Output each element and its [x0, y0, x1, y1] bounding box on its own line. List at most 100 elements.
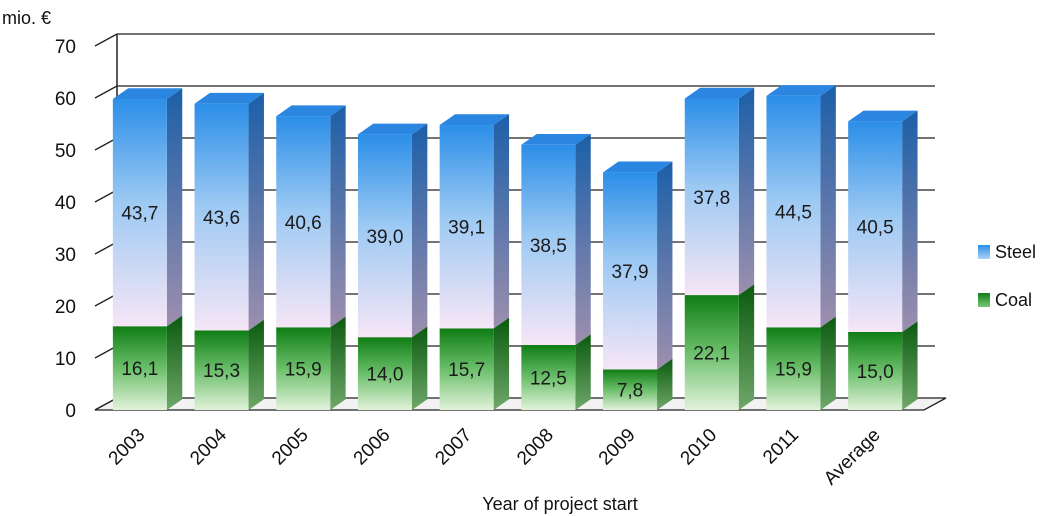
bar-top	[684, 87, 755, 99]
bar-coal	[521, 345, 576, 410]
x-tick-label: 2010	[677, 425, 722, 470]
bar-coal-value-label: 14,0	[366, 365, 403, 386]
y-axis-ticks: 0 10 20 30 40 50 60 70	[55, 37, 76, 422]
bar-coal-side	[330, 316, 346, 410]
x-tick-label: 2005	[268, 425, 313, 470]
bar-coal-side	[738, 284, 755, 410]
bar-steel-side	[166, 88, 183, 327]
bar-coal-side	[166, 315, 183, 410]
bar-steel	[684, 98, 739, 296]
bar-steel-value-label: 39,0	[366, 227, 403, 248]
legend: Steel Coal	[978, 242, 1036, 310]
bar-group: 12,5 38,5	[521, 134, 591, 410]
bar-steel-value-label: 38,5	[530, 236, 567, 257]
bar-steel	[603, 172, 658, 370]
bar-steel-value-label: 43,7	[121, 204, 158, 225]
bar-top	[766, 85, 836, 96]
bar-group: 15,9 44,5	[766, 85, 836, 410]
y-tick-label: 50	[55, 141, 76, 162]
bar-coal-value-label: 16,1	[121, 359, 158, 380]
bar-steel-value-label: 40,5	[857, 218, 894, 239]
bar-steel-value-label: 37,9	[612, 262, 649, 283]
bar-steel	[194, 103, 249, 331]
bar-coal-value-label: 15,3	[203, 361, 240, 382]
bar-steel	[439, 125, 494, 329]
bar-steel-value-label: 43,6	[203, 208, 240, 229]
bar-top	[603, 161, 673, 173]
bar-coal-side	[657, 358, 673, 410]
legend-swatch	[978, 245, 990, 259]
bar-top	[357, 123, 428, 135]
bars: 16,1 43,7 15,3 43,6 15,9 40,6 14,0 39,0 15,7 39,1…	[112, 85, 918, 410]
legend-swatch	[978, 293, 990, 307]
bar-steel-side	[738, 87, 755, 296]
bar-coal-value-label: 12,5	[530, 369, 567, 390]
bar-coal	[603, 369, 658, 410]
x-tick-label: 2007	[431, 425, 476, 470]
bar-top	[439, 114, 510, 126]
bar-steel	[276, 116, 331, 328]
x-axis-ticks: 2003 2004 2005 2006 2007 2008 2009 2010 2011 Aver…	[105, 424, 885, 489]
bar-steel-side	[657, 161, 673, 370]
bar-coal-value-label: 15,9	[775, 360, 812, 381]
bar-coal-value-label: 15,7	[448, 360, 485, 381]
x-axis-title: Year of project start	[482, 494, 637, 514]
bar-coal	[766, 327, 821, 410]
bar-steel-side	[411, 123, 428, 338]
bar-group: 15,7 39,1	[439, 114, 510, 410]
bar-coal-side	[411, 326, 428, 410]
legend-label: Coal	[995, 290, 1032, 310]
bar-top	[521, 134, 591, 145]
bar-coal-side	[248, 319, 264, 410]
bar-coal	[684, 295, 739, 410]
bar-coal-side	[575, 334, 591, 410]
y-tick-label: 30	[55, 245, 76, 266]
bar-group: 16,1 43,7	[112, 88, 183, 410]
bar-steel-value-label: 44,5	[775, 203, 812, 224]
bar-top	[276, 105, 346, 117]
y-tick-label: 40	[55, 193, 76, 214]
bar-coal-side	[902, 321, 918, 410]
bar-coal	[112, 326, 167, 410]
bar-group: 15,9 40,6	[276, 105, 346, 410]
bar-steel	[112, 99, 167, 327]
bar-coal-value-label: 7,8	[617, 381, 643, 402]
x-tick-label: Average	[820, 425, 885, 490]
x-tick-label: 2004	[186, 424, 231, 469]
bar-steel-side	[248, 92, 264, 331]
bar-coal	[357, 337, 412, 410]
legend-entry: Steel	[978, 242, 1036, 262]
bar-coal	[276, 327, 331, 410]
x-tick-label: 2009	[595, 425, 640, 470]
bar-steel-side	[820, 85, 836, 328]
y-tick-label: 10	[55, 349, 76, 370]
bar-coal	[439, 328, 494, 410]
bar-coal-value-label: 15,9	[285, 360, 322, 381]
bar-top	[112, 88, 183, 100]
x-tick-label: 2003	[105, 425, 150, 470]
x-tick-label: 2006	[350, 425, 395, 470]
legend-label: Steel	[995, 242, 1036, 262]
bar-steel	[766, 95, 821, 328]
bar-coal-side	[493, 317, 510, 410]
bar-steel-side	[330, 105, 346, 328]
bar-group: 15,3 43,6	[194, 92, 264, 410]
bar-steel	[848, 121, 903, 333]
x-tick-label: 2011	[759, 425, 803, 469]
bar-steel-side	[575, 134, 591, 345]
bar-steel-value-label: 40,6	[285, 213, 322, 234]
bar-steel-side	[902, 110, 918, 332]
gridline-side	[94, 33, 118, 47]
y-axis-unit: mio. €	[2, 8, 51, 28]
bar-coal	[194, 330, 249, 410]
bar-steel	[521, 144, 576, 345]
y-tick-label: 0	[65, 401, 76, 422]
bar-steel	[357, 134, 412, 338]
x-tick-label: 2008	[513, 425, 558, 470]
y-tick-label: 20	[55, 297, 76, 318]
bar-steel-value-label: 39,1	[448, 218, 485, 239]
legend-entry: Coal	[978, 290, 1032, 310]
y-tick-label: 70	[55, 37, 76, 58]
y-tick-label: 60	[55, 89, 76, 110]
